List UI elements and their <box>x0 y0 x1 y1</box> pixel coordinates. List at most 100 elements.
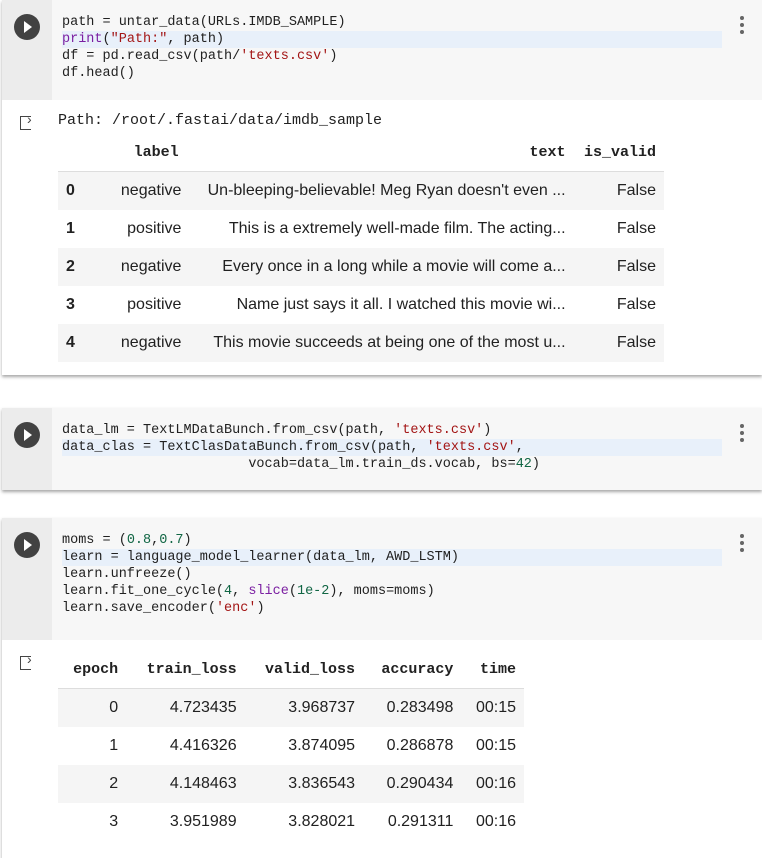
code-token: learn.save_encoder( <box>62 601 216 616</box>
code-line[interactable]: learn.unfreeze() <box>62 566 762 583</box>
code-token: ) <box>256 601 265 616</box>
path-output: Path: /root/.fastai/data/imdb_sample <box>58 112 383 129</box>
code-line[interactable]: vocab=data_lm.train_ds.vocab, bs=42) <box>62 456 762 473</box>
code-cell-2[interactable]: data_lm = TextLMDataBunch.from_csv(path,… <box>2 408 762 490</box>
table-row: 0 negative Un-bleeping-believable! Meg Rya… <box>58 171 664 210</box>
table-row: 0 4.723435 3.968737 0.283498 00:15 <box>58 688 524 727</box>
table-cell: False <box>616 182 656 199</box>
table-cell: negative <box>120 334 182 351</box>
table-cell: 3.874095 <box>288 737 356 754</box>
run-cell-button[interactable] <box>14 532 40 558</box>
column-header: train_loss <box>126 650 245 689</box>
table-cell: 2 <box>66 258 75 275</box>
code-lines[interactable]: data_lm = TextLMDataBunch.from_csv(path,… <box>52 408 762 473</box>
table-cell: negative <box>120 182 182 199</box>
code-line[interactable]: df = pd.read_csv(path/'texts.csv') <box>62 48 762 65</box>
table-cell: Every once in a long while a movie will … <box>222 258 566 275</box>
output-icon[interactable] <box>20 111 32 130</box>
code-editor[interactable]: path = untar_data(URLs.IMDB_SAMPLE) print… <box>2 0 762 100</box>
code-editor[interactable]: data_lm = TextLMDataBunch.from_csv(path,… <box>2 408 762 490</box>
code-token: df = pd.read_csv(path/ <box>62 49 241 64</box>
output-icon[interactable] <box>20 651 32 670</box>
code-line[interactable]: learn = language_model_learner(data_lm, … <box>62 549 722 566</box>
table-cell: 3.951989 <box>169 813 237 830</box>
code-token: 'texts.csv' <box>394 423 484 438</box>
code-line[interactable]: path = untar_data(URLs.IMDB_SAMPLE) <box>62 14 762 31</box>
table-cell: 2 <box>109 775 119 792</box>
code-token: , <box>232 584 249 599</box>
code-token: learn.unfreeze() <box>62 567 192 582</box>
table-cell: 3 <box>109 813 119 830</box>
table-cell: False <box>616 258 656 275</box>
code-token: 4 <box>224 584 233 599</box>
code-token: ), moms=moms) <box>329 584 435 599</box>
table-row: 1 positive This is a extremely well-made f… <box>58 210 664 248</box>
table-cell: 3.836543 <box>288 775 356 792</box>
table-cell: 4.723435 <box>169 699 237 716</box>
table-cell: Un-bleeping-believable! Meg Ryan doesn't… <box>207 182 566 199</box>
code-token: ( <box>288 584 297 599</box>
code-token: 'texts.csv' <box>240 49 330 64</box>
table-cell: 00:16 <box>475 775 516 792</box>
table-cell: 4 <box>66 334 75 351</box>
column-header: time <box>461 650 524 689</box>
column-header: text <box>189 133 574 172</box>
run-cell-button[interactable] <box>14 422 40 448</box>
code-token: , <box>151 533 160 548</box>
code-line[interactable]: data_lm = TextLMDataBunch.from_csv(path,… <box>62 422 762 439</box>
table-cell: 4.416326 <box>169 737 237 754</box>
more-vert-icon[interactable] <box>740 424 744 445</box>
code-token: learn.fit_one_cycle( <box>62 584 225 599</box>
table-cell: This movie succeeds at being one of the … <box>213 334 566 351</box>
code-token: data_clas = TextClasDataBunch.from_csv(p… <box>62 440 427 455</box>
table-cell: 0.290434 <box>386 775 454 792</box>
table-cell: 00:16 <box>475 813 516 830</box>
table-cell: 00:15 <box>475 737 516 754</box>
table-cell: positive <box>127 296 182 313</box>
code-lines[interactable]: path = untar_data(URLs.IMDB_SAMPLE) print… <box>52 0 762 82</box>
table-cell: 3.828021 <box>288 813 356 830</box>
code-token: ) <box>183 533 192 548</box>
column-header: is_valid <box>573 133 664 172</box>
dataframe-table: label text is_valid 0 negative Un-bleeping-be… <box>58 133 664 362</box>
table-cell: 00:15 <box>475 699 516 716</box>
table-row: 3 3.951989 3.828021 0.291311 00:16 <box>58 803 524 841</box>
code-line[interactable]: learn.save_encoder('enc') <box>62 600 762 617</box>
code-token: slice <box>248 584 289 599</box>
code-token: ) <box>329 49 338 64</box>
table-cell: negative <box>120 258 182 275</box>
code-line[interactable]: data_clas = TextClasDataBunch.from_csv(p… <box>62 439 722 456</box>
table-cell: 0.286878 <box>386 737 454 754</box>
table-cell: False <box>616 296 656 313</box>
code-token: ) <box>531 457 540 472</box>
table-cell: 0 <box>66 182 75 199</box>
code-cell-1[interactable]: path = untar_data(URLs.IMDB_SAMPLE) print… <box>2 0 762 375</box>
code-token: ) <box>483 423 492 438</box>
code-lines[interactable]: moms = (0.8,0.7) learn = language_model_l… <box>52 518 762 617</box>
table-cell: 3.968737 <box>288 699 356 716</box>
code-editor[interactable]: moms = (0.8,0.7) learn = language_model_l… <box>2 518 762 640</box>
table-cell: 1 <box>109 737 119 754</box>
table-cell: 4.148463 <box>169 775 237 792</box>
code-token: data_lm = TextLMDataBunch.from_csv(path, <box>62 423 395 438</box>
code-token: 1e-2 <box>296 584 330 599</box>
code-line[interactable]: learn.fit_one_cycle(4, slice(1e-2), moms… <box>62 583 762 600</box>
code-token: , path) <box>167 32 225 47</box>
table-cell: 0.283498 <box>386 699 454 716</box>
table-row: 3 positive Name just says it all. I watche… <box>58 286 664 324</box>
more-vert-icon[interactable] <box>740 16 744 37</box>
table-cell: 0.291311 <box>387 813 454 830</box>
code-line[interactable]: df.head() <box>62 65 762 82</box>
more-vert-icon[interactable] <box>740 534 744 555</box>
code-line[interactable]: moms = (0.8,0.7) <box>62 532 762 549</box>
run-cell-button[interactable] <box>14 14 40 40</box>
code-cell-3[interactable]: moms = (0.8,0.7) learn = language_model_l… <box>2 518 762 858</box>
column-header: label <box>83 133 190 172</box>
table-row: 4 negative This movie succeeds at being on… <box>58 324 664 362</box>
table-cell: False <box>616 220 656 237</box>
code-line[interactable]: print("Path:", path) <box>62 31 722 48</box>
table-cell: False <box>616 334 656 351</box>
training-results-table: epoch train_loss valid_loss accuracy time 0 4.… <box>58 650 524 841</box>
column-header: valid_loss <box>244 650 364 689</box>
column-header: epoch <box>58 650 127 689</box>
